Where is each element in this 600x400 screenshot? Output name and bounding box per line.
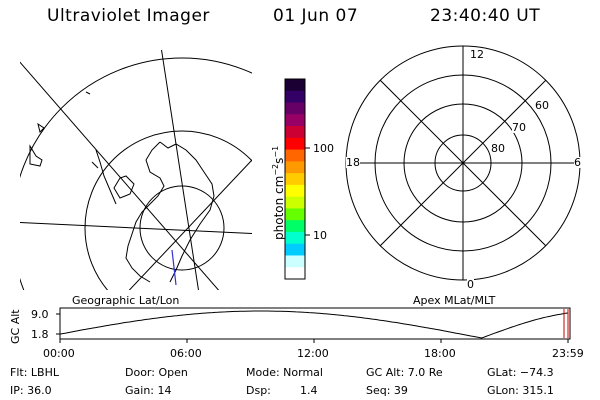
instrument-title: Ultraviolet Imager [47, 6, 210, 26]
colorbar-segment [285, 149, 305, 162]
status-gc-alt: GC Alt: 7.0 Re [366, 366, 443, 379]
altitude-ytick-top: 9.0 [31, 308, 49, 321]
colorbar-segment [285, 184, 305, 198]
status-ip: IP: 36.0 [10, 384, 52, 397]
colorbar-segment [285, 255, 305, 268]
altitude-xtick-1800: 18:00 [424, 347, 456, 360]
mlt-0-label: 0 [467, 278, 474, 291]
status-glat: GLat: −74.3 [487, 366, 554, 379]
colorbar-segment [285, 102, 305, 115]
colorbar-segment [285, 114, 305, 127]
altitude-ytick-bottom: 1.8 [31, 328, 49, 341]
geographic-panel-label: Geographic Lat/Lon [72, 294, 180, 307]
altitude-xtick-1200: 12:00 [297, 347, 329, 360]
altitude-xtick-0000: 00:00 [43, 347, 75, 360]
colorbar-segment [285, 231, 305, 245]
colorbar-segment [285, 196, 305, 210]
status-dsp-label: Dsp: [246, 384, 271, 397]
altitude-xtick-0600: 06:00 [170, 347, 202, 360]
apex-panel-label: Apex MLat/MLT [413, 294, 496, 307]
colorbar-tick-10: 10 [313, 229, 327, 242]
observation-time: 23:40:40 UT [430, 6, 541, 26]
status-glon: GLon: 315.1 [487, 384, 554, 397]
mlt-18-label: 18 [346, 156, 360, 169]
mlt-6-label: 6 [574, 156, 581, 169]
colorbar-segment [285, 161, 305, 174]
status-door: Door: Open [125, 366, 188, 379]
mlat-60-label: 60 [535, 99, 549, 112]
altitude-ylabel: GC Alt [9, 309, 22, 344]
status-gain: Gain: 14 [125, 384, 172, 397]
colorbar-segment [285, 267, 305, 280]
colorbar-segment [285, 79, 305, 92]
colorbar-segment [285, 137, 305, 151]
status-dsp-value: 1.4 [300, 384, 318, 397]
colorbar-segment [285, 90, 305, 104]
colorbar-segment [285, 173, 305, 186]
mlat-80-label: 80 [491, 142, 505, 155]
mlt-12-label: 12 [470, 48, 484, 61]
colorbar-tick-100: 100 [313, 142, 334, 155]
status-mode: Mode: Normal [246, 366, 323, 379]
observation-date: 01 Jun 07 [273, 6, 359, 26]
colorbar-segment [285, 208, 305, 221]
status-seq: Seq: 39 [366, 384, 408, 397]
mlat-70-label: 70 [512, 121, 526, 134]
status-filter: Flt: LBHL [10, 366, 59, 379]
colorbar-segment [285, 220, 305, 233]
colorbar-segment [285, 126, 305, 139]
colorbar-segment [285, 243, 305, 257]
altitude-xtick-2359: 23:59 [552, 347, 584, 360]
